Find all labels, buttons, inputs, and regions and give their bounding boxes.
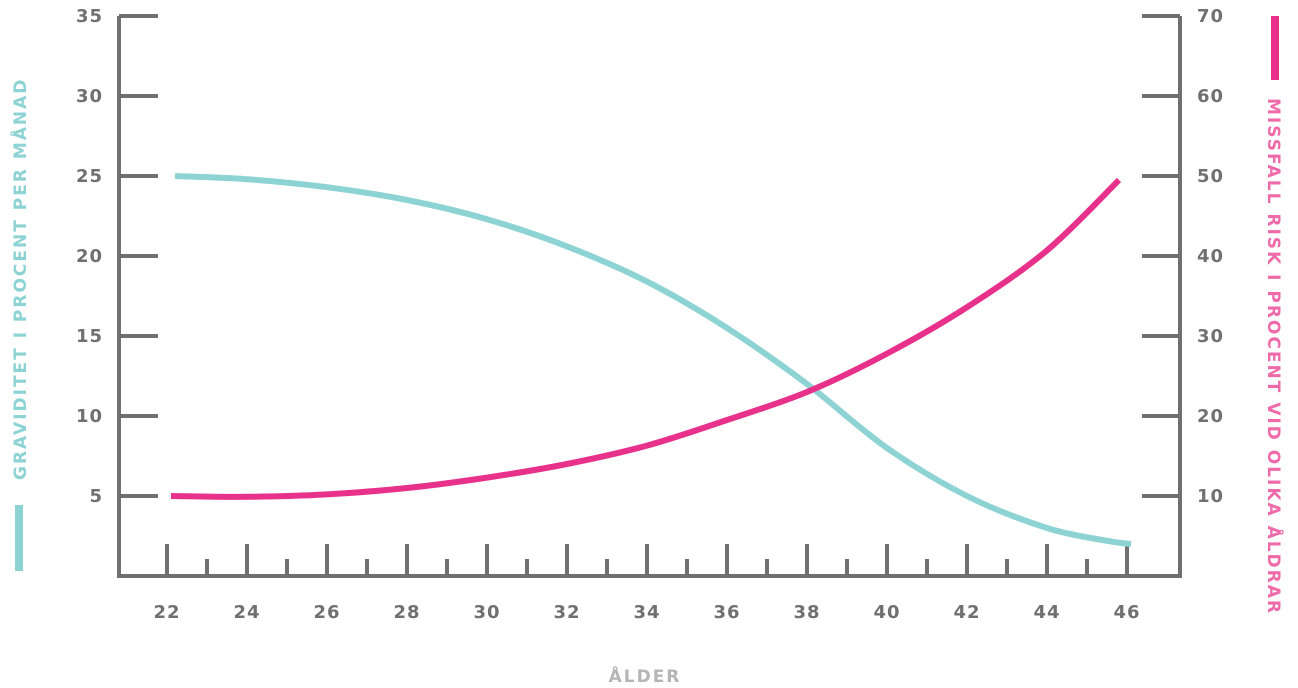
pregnancy-rate-line	[174, 173, 1132, 547]
x-axis-tick-label: 38	[793, 602, 820, 623]
left-series-legend-marker	[15, 505, 23, 571]
left-axis-tick-label: 35	[76, 6, 103, 27]
right-series-legend-marker	[1271, 16, 1279, 80]
left-axis-tick-label: 15	[76, 326, 103, 347]
right-axis-title: MISSFALL RISK I PROCENT VID OLIKA ÅLDRAR	[1263, 98, 1286, 615]
right-axis-tick-label: 50	[1197, 166, 1224, 187]
x-axis-tick-label: 42	[953, 602, 980, 623]
x-axis-tick-label: 32	[553, 602, 580, 623]
x-axis-tick-label: 36	[713, 602, 740, 623]
right-axis-tick-label: 40	[1197, 246, 1224, 267]
left-axis-tick-label: 5	[89, 486, 103, 507]
x-axis-tick-label: 40	[873, 602, 900, 623]
x-axis-tick-label: 30	[473, 602, 500, 623]
right-axis-tick-label: 20	[1197, 406, 1224, 427]
x-axis-tick-label: 46	[1113, 602, 1140, 623]
series-lines	[170, 173, 1132, 547]
miscarriage-risk-line	[170, 177, 1122, 500]
x-axis-tick-label: 28	[393, 602, 420, 623]
axes	[117, 14, 1182, 578]
right-axis-tick-label: 10	[1197, 486, 1224, 507]
left-axis-tick-label: 10	[76, 406, 103, 427]
left-axis-tick-label: 20	[76, 246, 103, 267]
right-axis-tick-label: 30	[1197, 326, 1224, 347]
left-axis-title: GRAVIDITET I PROCENT PER MÅNAD	[8, 78, 31, 480]
x-axis-tick-label: 26	[313, 602, 340, 623]
left-axis-tick-label: 25	[76, 166, 103, 187]
x-axis-tick-label: 24	[233, 602, 260, 623]
right-axis-tick-label: 60	[1197, 86, 1224, 107]
right-axis-tick-label: 70	[1197, 6, 1224, 27]
x-axis-tick-label: 22	[153, 602, 180, 623]
x-axis-title: ÅLDER	[609, 664, 682, 687]
x-axis-tick-label: 34	[633, 602, 660, 623]
left-axis-tick-label: 30	[76, 86, 103, 107]
x-axis-tick-label: 44	[1033, 602, 1060, 623]
tick-labels: 5 10 15 20 25 30 35 10 20 30 40 50 60 70 22 24 26 28 30 32 3…	[76, 6, 1224, 623]
